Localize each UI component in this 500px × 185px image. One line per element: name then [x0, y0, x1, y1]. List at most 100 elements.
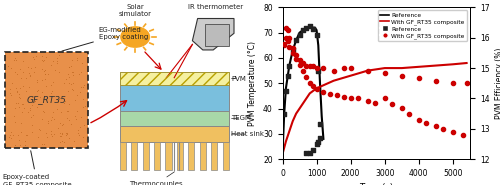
Point [42, 132, 50, 135]
Point [16, 96, 24, 99]
Point [282, 89, 290, 92]
Point [36, 129, 44, 132]
Text: GF_RT35: GF_RT35 [27, 95, 66, 104]
Text: Thermocouples: Thermocouples [129, 172, 183, 185]
Point [78, 62, 86, 65]
Point [306, 82, 314, 85]
Bar [154, 142, 160, 170]
Point [388, 103, 396, 106]
Point [312, 88, 320, 91]
Point [77, 86, 85, 89]
Point [25, 85, 33, 88]
Point [18, 111, 25, 114]
Point [13, 73, 21, 75]
Point [309, 27, 317, 30]
Point [64, 118, 72, 121]
Point [70, 114, 78, 117]
Bar [188, 142, 194, 170]
Circle shape [121, 27, 150, 47]
Point [38, 55, 46, 58]
Point [312, 142, 320, 145]
Point [296, 34, 304, 37]
Point [64, 89, 72, 92]
Point [74, 109, 82, 112]
Point [50, 60, 58, 63]
Point [296, 64, 304, 67]
Point [10, 58, 18, 61]
Point [80, 83, 88, 86]
Bar [131, 142, 137, 170]
Point [79, 85, 87, 88]
Y-axis label: PVM Temperature (°C): PVM Temperature (°C) [248, 41, 258, 126]
Point [7, 66, 15, 69]
Point [314, 69, 322, 72]
Text: Epoxy-coated
GF_RT35 composite: Epoxy-coated GF_RT35 composite [2, 151, 71, 185]
Bar [5, 52, 88, 148]
Point [63, 132, 71, 135]
Point [74, 94, 82, 97]
Point [44, 121, 52, 124]
Bar [120, 142, 126, 170]
Text: Heat sink: Heat sink [232, 131, 264, 137]
Point [280, 44, 288, 47]
Point [24, 111, 32, 114]
Point [282, 36, 290, 39]
Point [68, 70, 76, 73]
Point [40, 72, 48, 75]
Point [32, 90, 40, 92]
Point [14, 139, 22, 142]
Point [302, 26, 310, 29]
Point [42, 84, 50, 87]
Point [62, 77, 70, 80]
Point [354, 97, 362, 100]
Point [56, 134, 64, 137]
Point [6, 137, 14, 139]
Point [312, 34, 320, 37]
Point [77, 116, 85, 119]
Point [20, 139, 28, 142]
Point [64, 73, 72, 76]
Point [40, 100, 48, 103]
Point [326, 92, 334, 95]
Point [288, 46, 296, 49]
Point [56, 122, 64, 125]
Point [60, 140, 68, 143]
Point [28, 130, 36, 133]
Point [60, 81, 68, 84]
Point [65, 66, 73, 69]
Point [47, 132, 55, 135]
Point [314, 141, 322, 144]
Point [30, 57, 38, 60]
Point [39, 98, 47, 101]
Point [53, 108, 61, 111]
Point [74, 56, 82, 59]
Point [67, 83, 75, 85]
Point [58, 131, 66, 134]
Point [8, 131, 16, 134]
Point [80, 97, 88, 100]
Point [30, 70, 38, 73]
Point [56, 131, 64, 134]
Point [422, 121, 430, 124]
Point [6, 134, 14, 137]
Point [22, 134, 30, 137]
Point [38, 143, 46, 146]
Point [11, 106, 19, 109]
Point [288, 51, 296, 54]
Point [7, 93, 15, 96]
Text: IR thermometer: IR thermometer [188, 4, 244, 10]
Point [68, 89, 76, 92]
Point [40, 142, 48, 145]
Point [57, 110, 65, 113]
Point [38, 58, 46, 61]
Point [42, 78, 50, 80]
Point [50, 132, 58, 135]
Point [292, 58, 300, 60]
Point [48, 118, 56, 121]
Point [32, 106, 40, 109]
Point [71, 98, 79, 101]
Point [15, 95, 23, 98]
Point [28, 100, 36, 103]
Point [56, 96, 64, 99]
Point [320, 91, 328, 94]
